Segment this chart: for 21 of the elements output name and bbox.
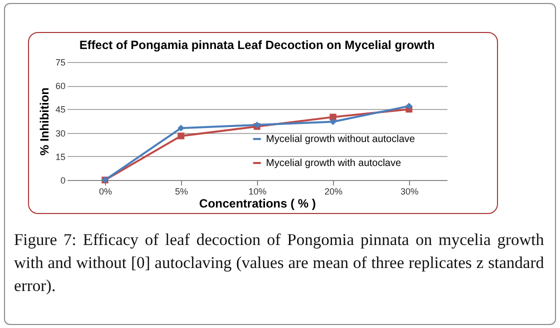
y-tick-label: 45 [55, 104, 66, 115]
x-axis-title: Concentrations ( % ) [199, 196, 316, 210]
y-tick-label: 60 [55, 81, 66, 92]
chart-title: Effect of Pongamia pinnata Leaf Decoction on Mycelial growth [79, 38, 435, 52]
point [330, 118, 336, 126]
y-tick-label: 75 [55, 58, 66, 68]
point [178, 124, 184, 132]
x-tick-label: 30% [400, 186, 419, 196]
y-tick-label: 0 [60, 176, 66, 186]
x-tick-label: 0% [98, 186, 112, 196]
caption: Figure 7: Efficacy of leaf decoction of Pongomia pinnata on mycelia growth with and without [0] autoclaving (values are mean of three replicates z standard error). [14, 229, 544, 297]
legend-label: Mycelial growth without autoclave [266, 134, 416, 145]
x-tick-label: 10% [248, 186, 267, 196]
legend-label: Mycelial growth with autoclave [266, 158, 402, 169]
point [178, 132, 184, 140]
y-tick-label: 30 [55, 128, 66, 138]
x-tick-label: 5% [174, 186, 188, 196]
y-tick-label: 15 [55, 152, 66, 162]
x-tick-label: 20% [324, 186, 343, 196]
point [406, 102, 412, 110]
y-axis-title: % Inhibition [37, 88, 52, 156]
